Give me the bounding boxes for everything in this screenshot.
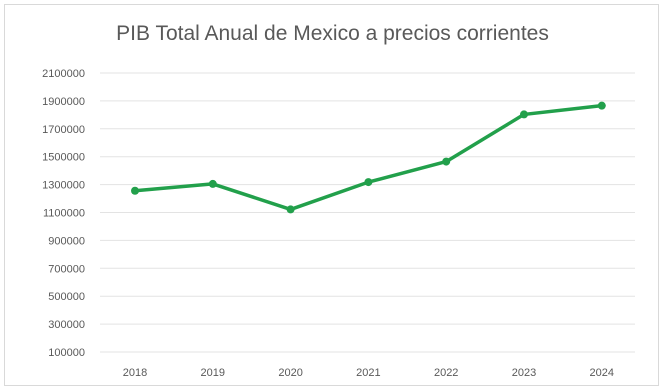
data-point	[131, 186, 139, 195]
x-tick-label: 2020	[278, 367, 302, 379]
y-tick-label: 1300000	[42, 180, 85, 192]
y-tick-label: 1900000	[42, 96, 85, 108]
series-layer	[131, 101, 606, 214]
y-tick-label: 1500000	[42, 152, 85, 164]
data-point	[208, 179, 217, 188]
series-line	[133, 103, 604, 212]
chart-title: PIB Total Anual de Mexico a precios corr…	[116, 22, 549, 45]
y-tick-label: 1700000	[42, 124, 85, 136]
x-tick-label: 2019	[201, 367, 225, 379]
y-tick-label: 500000	[48, 291, 85, 303]
y-tick-label: 1100000	[43, 208, 85, 220]
data-point	[286, 205, 295, 214]
data-point	[364, 178, 373, 187]
y-axis-ticks: 100000 300000 500000 700000 900000 1100000 130…	[42, 68, 85, 359]
x-tick-label: 2018	[123, 367, 147, 379]
y-tick-label: 900000	[48, 235, 85, 247]
y-tick-label: 100000	[48, 347, 85, 359]
x-axis-ticks: 2018 2019 2020 2021 2022 2023 2024	[123, 367, 614, 379]
y-tick-label: 2100000	[42, 68, 85, 80]
y-tick-label: 700000	[48, 263, 85, 275]
x-tick-label: 2021	[356, 367, 380, 379]
data-point	[520, 110, 528, 119]
y-tick-label: 300000	[48, 319, 85, 331]
gridlines	[100, 72, 635, 353]
x-tick-label: 2023	[512, 367, 536, 379]
x-tick-label: 2022	[434, 367, 458, 379]
x-tick-label: 2024	[590, 367, 614, 379]
data-point	[597, 101, 606, 110]
data-point	[442, 157, 451, 166]
